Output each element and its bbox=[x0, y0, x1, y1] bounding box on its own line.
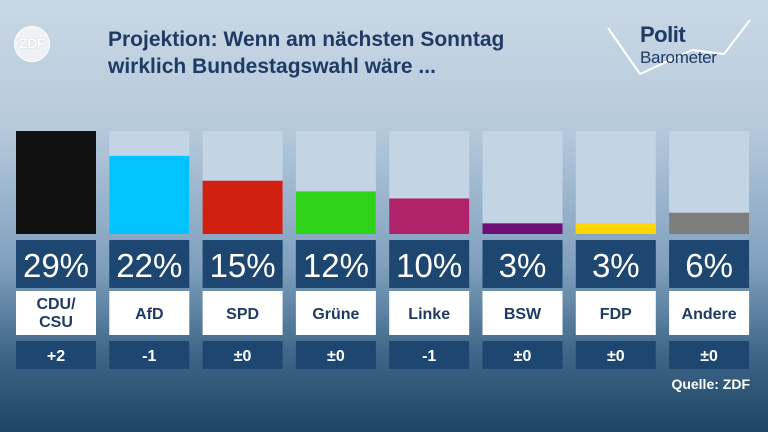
category-label: FDP bbox=[600, 306, 632, 323]
category-label: SPD bbox=[226, 306, 259, 323]
bar bbox=[482, 223, 563, 234]
brand-barometer: Barometer bbox=[640, 48, 717, 67]
change-box bbox=[389, 341, 470, 369]
category-label-box bbox=[389, 291, 470, 335]
value-label-box bbox=[202, 240, 283, 288]
change-label: -1 bbox=[422, 348, 436, 365]
change-label: ±0 bbox=[327, 348, 345, 365]
bar bbox=[575, 223, 656, 234]
value-label-box bbox=[109, 240, 190, 288]
brand-polit: Polit bbox=[640, 22, 686, 47]
bar bbox=[202, 180, 283, 234]
change-label: ±0 bbox=[607, 348, 625, 365]
change-box bbox=[16, 341, 96, 369]
change-box bbox=[295, 341, 376, 369]
change-label: +2 bbox=[47, 348, 65, 365]
change-box bbox=[482, 341, 563, 369]
bar bbox=[109, 155, 190, 234]
value-label-box bbox=[295, 240, 376, 288]
change-box bbox=[202, 341, 283, 369]
logo-text: ZDF bbox=[19, 35, 45, 51]
change-label: ±0 bbox=[700, 348, 718, 365]
value-label: 3% bbox=[592, 247, 640, 284]
value-label: 3% bbox=[499, 247, 547, 284]
bar-track bbox=[575, 131, 656, 234]
value-label-box bbox=[16, 240, 96, 288]
category-label: Grüne bbox=[312, 306, 359, 323]
value-label: 6% bbox=[685, 247, 733, 284]
category-label: Andere bbox=[682, 306, 737, 323]
category-label-box bbox=[669, 291, 750, 335]
value-label-box bbox=[575, 240, 656, 288]
title-line-1: Projektion: Wenn am nächsten Sonntag bbox=[108, 28, 505, 51]
change-box bbox=[109, 341, 190, 369]
value-label-box bbox=[389, 240, 470, 288]
value-label: 15% bbox=[210, 247, 276, 284]
bar-track bbox=[482, 131, 563, 234]
category-label-box bbox=[202, 291, 283, 335]
category-label-box bbox=[482, 291, 563, 335]
source-note: Quelle: ZDF bbox=[671, 376, 750, 392]
category-label: BSW bbox=[504, 306, 542, 323]
zdf-logo: ZDF bbox=[14, 26, 50, 62]
category-label-box bbox=[16, 291, 96, 335]
bar bbox=[295, 191, 376, 234]
chart-title: Projektion: Wenn am nächsten Sonntag wir… bbox=[108, 26, 568, 80]
value-label-box bbox=[482, 240, 563, 288]
category-label: Linke bbox=[408, 306, 450, 323]
bar bbox=[669, 212, 750, 234]
title-line-2: wirklich Bundestagswahl wäre ... bbox=[108, 55, 436, 78]
category-label-box bbox=[575, 291, 656, 335]
category-label-box bbox=[109, 291, 190, 335]
change-label: ±0 bbox=[234, 348, 252, 365]
change-label: ±0 bbox=[514, 348, 532, 365]
bar bbox=[16, 131, 96, 234]
politbarometer-logo: Polit Barometer bbox=[600, 10, 760, 80]
value-label: 29% bbox=[23, 247, 89, 284]
change-box bbox=[575, 341, 656, 369]
category-label: CDU/CSU bbox=[36, 296, 76, 331]
change-label: -1 bbox=[142, 348, 156, 365]
value-label: 22% bbox=[116, 247, 182, 284]
value-label: 12% bbox=[303, 247, 369, 284]
category-label: AfD bbox=[135, 306, 163, 323]
value-label: 10% bbox=[396, 247, 462, 284]
category-label-box bbox=[295, 291, 376, 335]
politbarometer-chart-icon bbox=[607, 19, 751, 76]
change-box bbox=[669, 341, 750, 369]
bar bbox=[389, 198, 470, 234]
value-label-box bbox=[669, 240, 750, 288]
